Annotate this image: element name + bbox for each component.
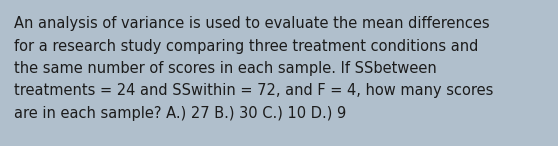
Text: An analysis of variance is used to evaluate the mean differences: An analysis of variance is used to evalu… bbox=[14, 16, 489, 31]
Text: treatments = 24 and SSwithin = 72, and F = 4, how many scores: treatments = 24 and SSwithin = 72, and F… bbox=[14, 84, 493, 99]
Text: for a research study comparing three treatment conditions and: for a research study comparing three tre… bbox=[14, 39, 478, 53]
Text: are in each sample? A.) 27 B.) 30 C.) 10 D.) 9: are in each sample? A.) 27 B.) 30 C.) 10… bbox=[14, 106, 347, 121]
Text: the same number of scores in each sample. If SSbetween: the same number of scores in each sample… bbox=[14, 61, 437, 76]
